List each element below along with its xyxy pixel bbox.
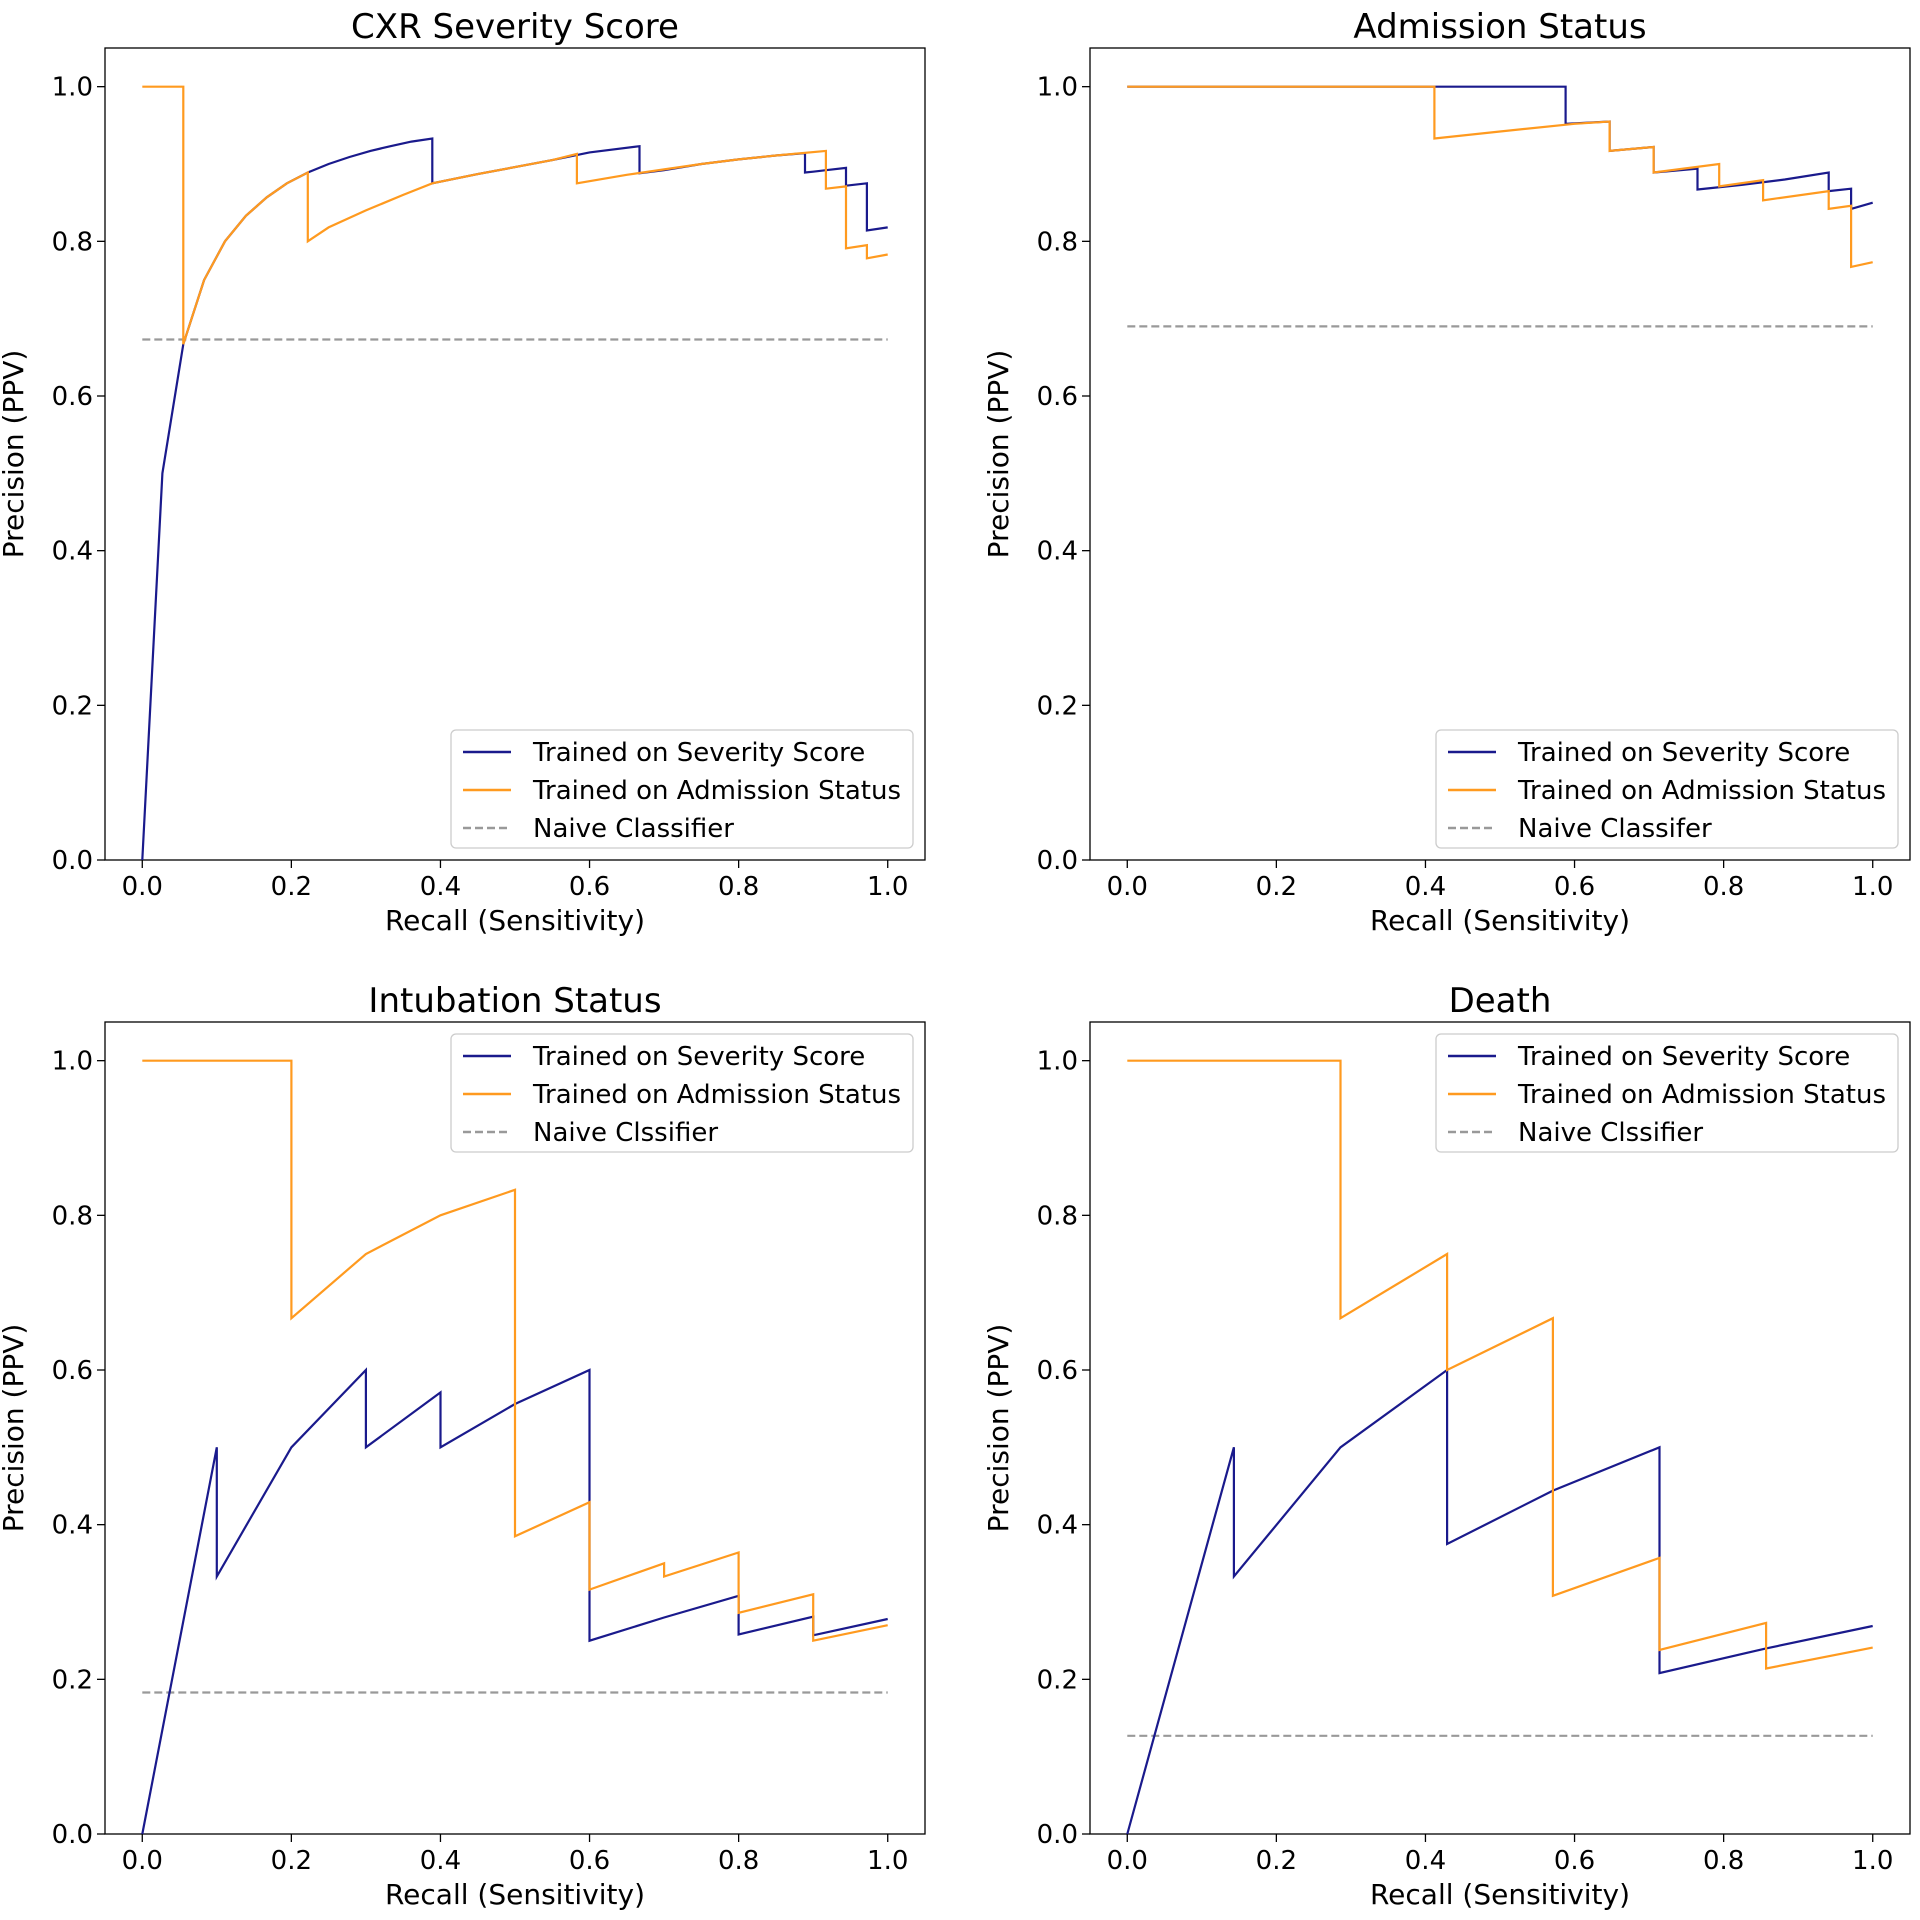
- panel-admission-status-xtick-label: 0.4: [1405, 872, 1446, 902]
- panel-death-xtick-label: 0.2: [1256, 1846, 1297, 1876]
- panel-admission-status-ytick-label: 0.2: [1037, 691, 1078, 721]
- panel-death-xtick-label: 0.6: [1554, 1846, 1595, 1876]
- panel-intubation-status-legend-label: Naive Clssifier: [533, 1118, 718, 1148]
- panel-admission-status-legend-label: Trained on Severity Score: [1517, 738, 1850, 768]
- panel-cxr-severity-score-title: CXR Severity Score: [351, 7, 679, 47]
- panel-death-title: Death: [1449, 981, 1552, 1021]
- panel-cxr-severity-score-frame: [104, 47, 926, 861]
- panel-admission-status-legend: [1435, 729, 1899, 849]
- panel-admission-status-series-trained-on-severity-score: [1127, 85, 1874, 211]
- panel-intubation-status-frame: [104, 1021, 926, 1835]
- panel-cxr-severity-score-xtick-label: 0.2: [271, 872, 312, 902]
- panel-cxr-severity-score-legend: [450, 729, 914, 849]
- panel-intubation-status-xlabel: Recall (Sensitivity): [385, 1878, 645, 1911]
- panel-death-ytick-label: 0.8: [1037, 1201, 1078, 1231]
- panel-cxr-severity-score-ytick-label: 1.0: [52, 73, 93, 103]
- panel-intubation-status-xtick-label: 0.8: [718, 1846, 759, 1876]
- panel-death-xlabel: Recall (Sensitivity): [1370, 1878, 1630, 1911]
- panel-intubation-status-legend-label: Trained on Admission Status: [532, 1080, 901, 1110]
- panel-intubation-status-ytick-label: 0.6: [52, 1356, 93, 1386]
- panel-admission-status: Admission Status 0.0 0.2 0.4 0.6 0.8 1.0 0.0 0.2…: [982, 7, 1911, 937]
- panel-admission-status-ytick-label: 0.0: [1037, 846, 1078, 876]
- panel-death-xtick-label: 0.4: [1405, 1846, 1446, 1876]
- panel-death-legend-label: Trained on Admission Status: [1517, 1080, 1886, 1110]
- panel-intubation-status-ytick-label: 0.4: [52, 1511, 93, 1541]
- panel-admission-status-xtick-label: 0.0: [1107, 872, 1148, 902]
- panel-cxr-severity-score-ytick-label: 0.6: [52, 382, 93, 412]
- panel-intubation-status-series-trained-on-admission-status: [142, 1059, 888, 1643]
- panel-death-ytick-label: 0.4: [1037, 1511, 1078, 1541]
- panel-cxr-severity-score-ytick-label: 0.0: [52, 846, 93, 876]
- panel-cxr-severity-score-xtick-label: 0.0: [122, 872, 163, 902]
- panel-intubation-status-ytick-label: 1.0: [52, 1047, 93, 1077]
- panel-admission-status-ytick-label: 0.8: [1037, 227, 1078, 257]
- panel-admission-status-ytick-label: 0.4: [1037, 537, 1078, 567]
- panel-intubation-status-xtick-label: 0.4: [420, 1846, 461, 1876]
- panel-admission-status-series-trained-on-admission-status: [1127, 85, 1873, 269]
- panel-intubation-status-xtick-label: 0.2: [271, 1846, 312, 1876]
- panel-death-ytick-label: 1.0: [1037, 1047, 1078, 1077]
- panel-admission-status-xtick-label: 0.6: [1554, 872, 1595, 902]
- panel-intubation-status-ytick-label: 0.8: [52, 1201, 93, 1231]
- panel-cxr-severity-score-ylabel: Precision (PPV): [0, 350, 30, 559]
- panel-intubation-status-ytick-label: 0.0: [52, 1820, 93, 1850]
- panel-intubation-status-legend: [450, 1033, 914, 1153]
- panel-admission-status-legend-label: Naive Classifer: [1518, 814, 1712, 844]
- panel-cxr-severity-score-xtick-label: 1.0: [867, 872, 908, 902]
- panel-death-legend-label: Naive Clssifier: [1518, 1118, 1703, 1148]
- panel-cxr-severity-score-xtick-label: 0.6: [569, 872, 610, 902]
- panel-death-ytick-label: 0.6: [1037, 1356, 1078, 1386]
- panel-intubation-status-xtick-label: 0.6: [569, 1846, 610, 1876]
- panel-intubation-status-legend-label: Trained on Severity Score: [532, 1042, 865, 1072]
- panel-death-legend-label: Trained on Severity Score: [1517, 1042, 1850, 1072]
- panel-death-xtick-label: 1.0: [1852, 1846, 1893, 1876]
- panel-intubation-status-title: Intubation Status: [368, 981, 661, 1021]
- panel-cxr-severity-score-xtick-label: 0.8: [718, 872, 759, 902]
- panel-cxr-severity-score-ytick-label: 0.8: [52, 227, 93, 257]
- panel-admission-status-ytick-label: 1.0: [1037, 73, 1078, 103]
- panel-death-xtick-label: 0.8: [1703, 1846, 1744, 1876]
- panel-cxr-severity-score-xtick-label: 0.4: [420, 872, 461, 902]
- panel-admission-status-ytick-label: 0.6: [1037, 382, 1078, 412]
- panel-cxr-severity-score-series-trained-on-admission-status: [142, 85, 888, 345]
- panel-death-legend: [1435, 1033, 1899, 1153]
- panel-death-ylabel: Precision (PPV): [982, 1324, 1015, 1533]
- panel-cxr-severity-score-xlabel: Recall (Sensitivity): [385, 904, 645, 937]
- panel-intubation-status-ytick-label: 0.2: [52, 1665, 93, 1695]
- panel-cxr-severity-score-legend-label: Naive Classifier: [533, 814, 734, 844]
- panel-intubation-status-xtick-label: 0.0: [122, 1846, 163, 1876]
- panel-death: Death 0.0 0.2 0.4 0.6 0.8 1.0 0.0 0.2 0.4 0.6 0.8 1.…: [982, 981, 1911, 1911]
- panel-admission-status-ylabel: Precision (PPV): [982, 350, 1015, 559]
- panel-admission-status-legend-label: Trained on Admission Status: [1517, 776, 1886, 806]
- panel-cxr-severity-score-ytick-label: 0.2: [52, 691, 93, 721]
- panel-admission-status-xtick-label: 0.2: [1256, 872, 1297, 902]
- panel-admission-status-title: Admission Status: [1353, 7, 1646, 47]
- panel-intubation-status-xtick-label: 1.0: [867, 1846, 908, 1876]
- panel-death-frame: [1089, 1021, 1911, 1835]
- panel-cxr-severity-score-ytick-label: 0.4: [52, 537, 93, 567]
- panel-cxr-severity-score-legend-label: Trained on Severity Score: [532, 738, 865, 768]
- panel-death-series-trained-on-admission-status: [1127, 1059, 1873, 1670]
- panel-admission-status-xtick-label: 1.0: [1852, 872, 1893, 902]
- panel-cxr-severity-score-legend-label: Trained on Admission Status: [532, 776, 901, 806]
- panel-cxr-severity-score: CXR Severity Score 0.0 0.2 0.4 0.6 0.8 1.0 0.0 0…: [0, 7, 926, 937]
- panel-death-xtick-label: 0.0: [1107, 1846, 1148, 1876]
- panel-admission-status-frame: [1089, 47, 1911, 861]
- panel-intubation-status-ylabel: Precision (PPV): [0, 1324, 30, 1533]
- panel-death-ytick-label: 0.2: [1037, 1665, 1078, 1695]
- panel-admission-status-xlabel: Recall (Sensitivity): [1370, 904, 1630, 937]
- panel-death-ytick-label: 0.0: [1037, 1820, 1078, 1850]
- panel-intubation-status: Intubation Status 0.0 0.2 0.4 0.6 0.8 1.0 0.0 0.…: [0, 981, 926, 1911]
- panel-death-series-trained-on-severity-score: [1126, 1367, 1873, 1835]
- panel-admission-status-xtick-label: 0.8: [1703, 872, 1744, 902]
